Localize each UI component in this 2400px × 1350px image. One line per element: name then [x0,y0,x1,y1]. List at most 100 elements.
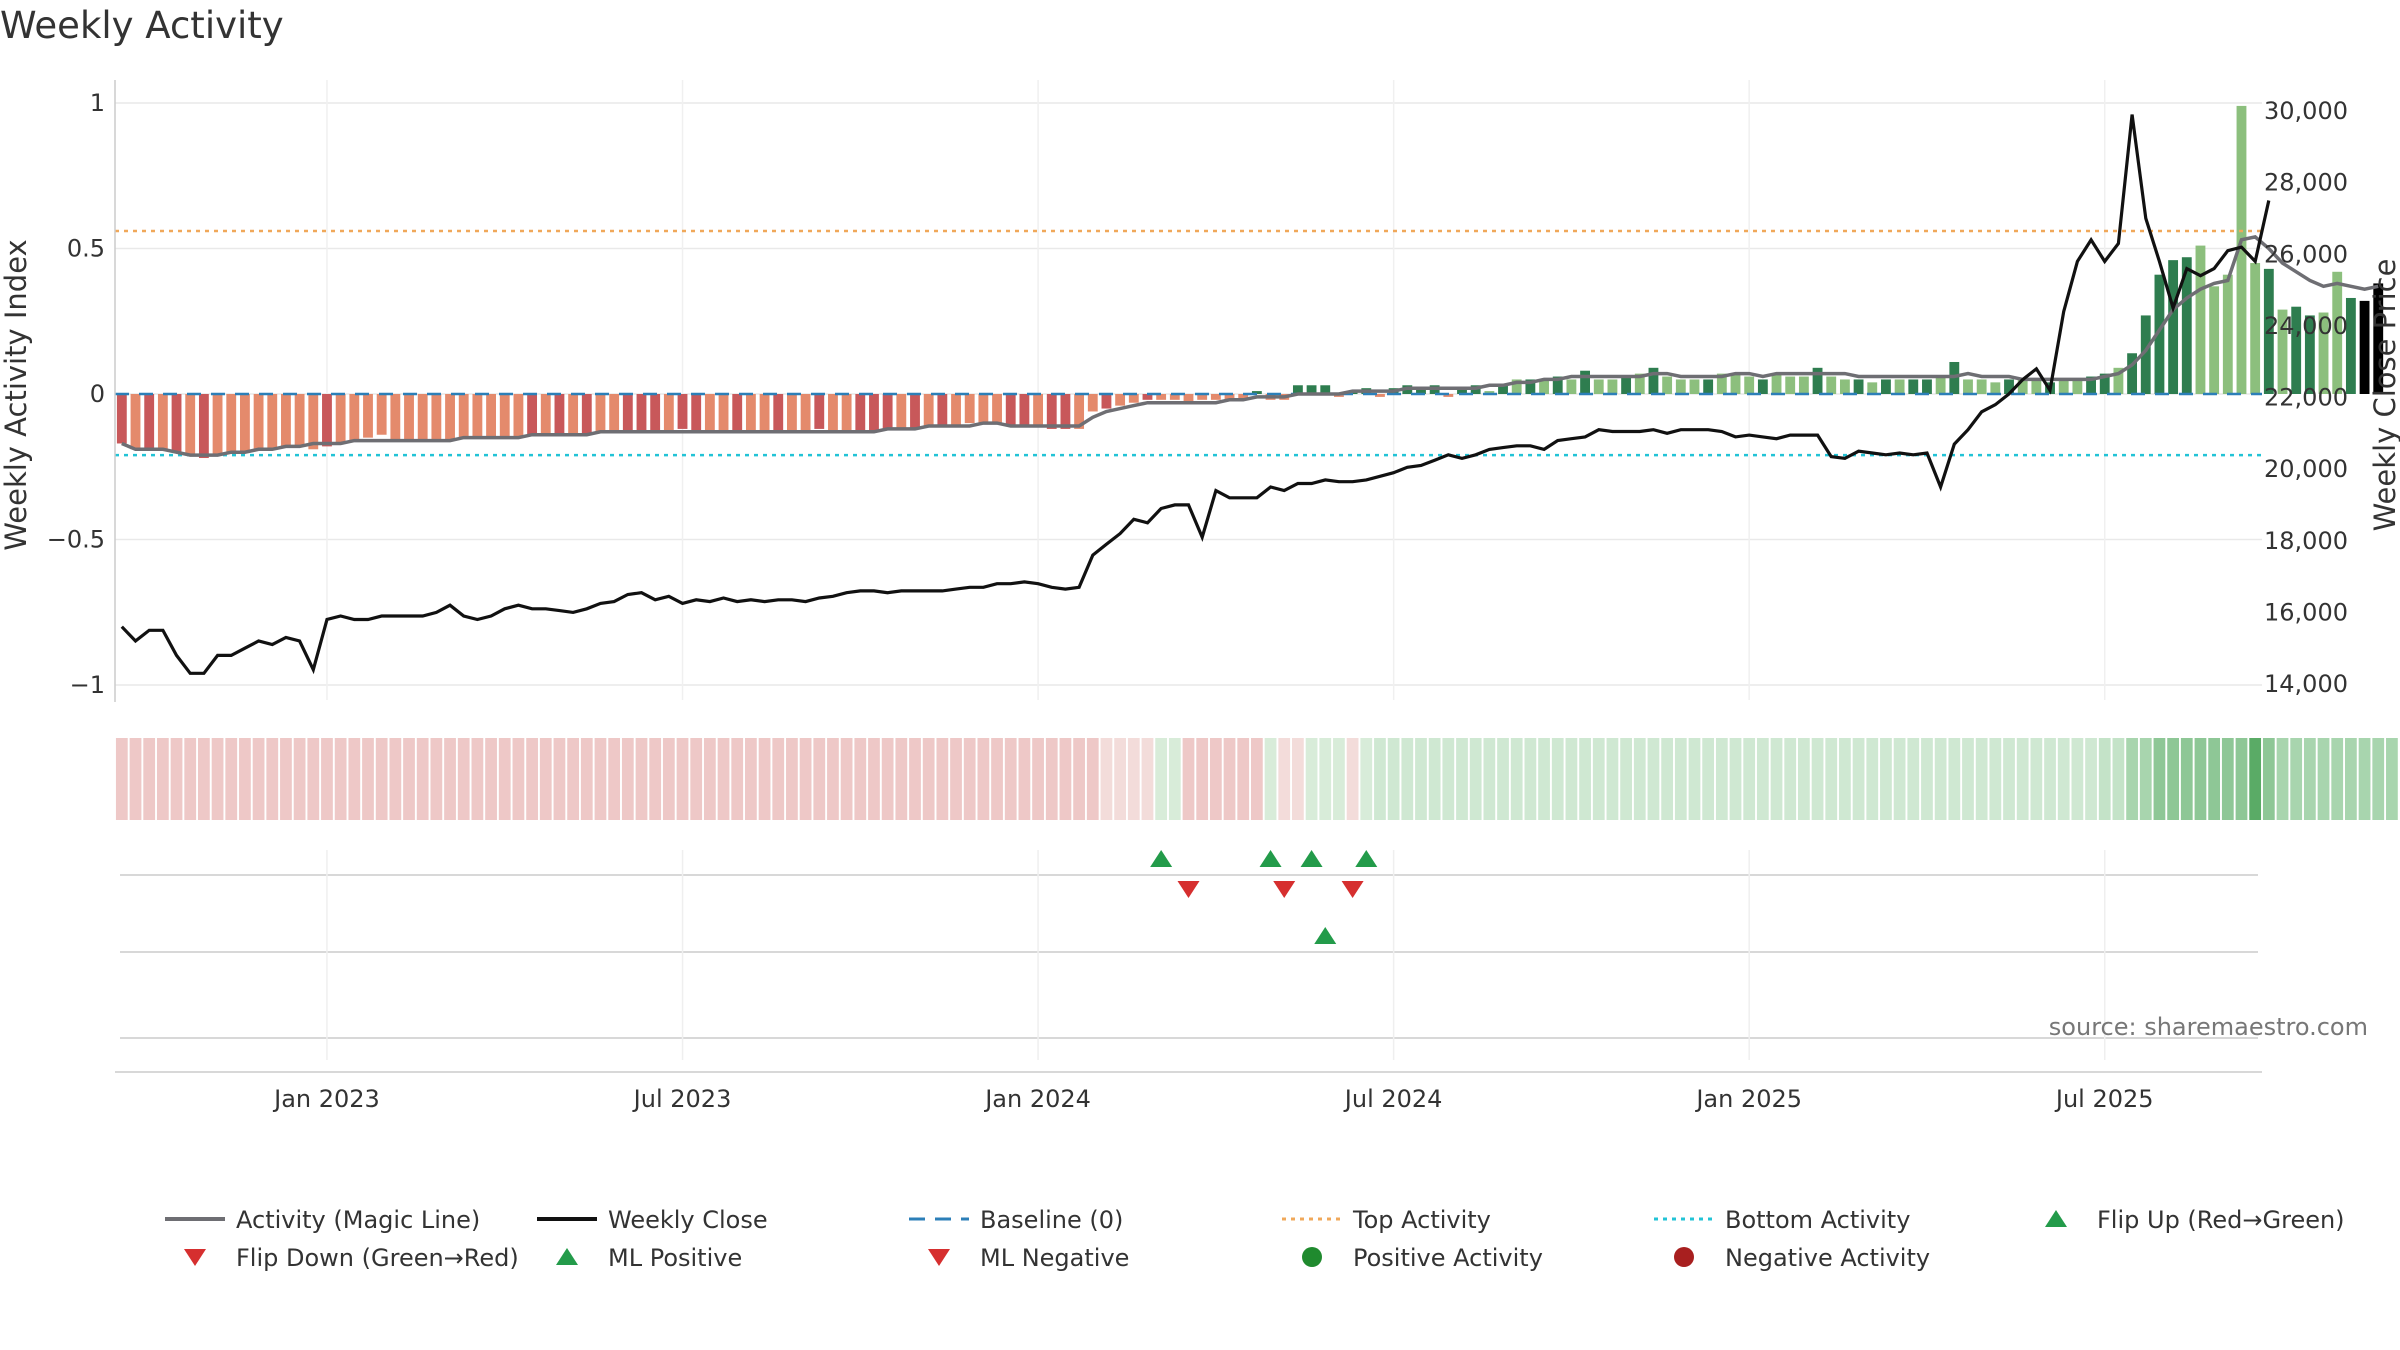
activity-bar [1292,385,1303,394]
activity-bar [1703,379,1714,394]
state-strip-cell [129,738,142,820]
state-strip-cell [2331,738,2344,820]
axes: 1 0.5 0 −0.5 −1 30,000 28,000 26,000 24,000 22,00… [47,80,2348,1113]
activity-bar [1744,376,1755,394]
activity-bar [281,394,291,447]
activity-bar [2004,379,2014,394]
state-strip-cell [1989,738,2002,820]
activity-bar [2195,245,2206,394]
activity-bar [622,394,633,432]
state-strip-cell [868,738,880,820]
activity-bar [663,394,674,432]
activity-bar [677,394,688,429]
state-strip-cell [280,738,292,820]
state-strip-cell [1606,738,1619,820]
state-strip-cell [854,738,867,820]
state-strip-cell [2003,738,2015,820]
activity-bar [2359,300,2370,394]
activity-bar [2345,297,2356,394]
activity-bar [1033,394,1043,427]
event-rows [120,850,2258,1266]
activity-bar [349,394,360,441]
activity-bar [2031,379,2042,394]
state-strip-cell [1934,738,1947,820]
state-strip-cell [1114,738,1127,820]
activity-bar [1238,394,1249,400]
state-strip-cell [1045,738,1058,820]
y-tick-label: −1 [70,671,105,699]
state-strip-cell [608,738,621,820]
state-strip-cell [2262,738,2275,820]
x-tick-label: Jan 2024 [983,1085,1091,1113]
flip-up-marker [1150,850,1173,867]
state-strip-cell [457,738,470,820]
state-strip-cell [2386,738,2398,820]
activity-bar [431,394,442,441]
activity-bar [745,394,756,432]
state-strip-cell [1346,738,1359,820]
y2-tick-label: 14,000 [2264,670,2348,698]
state-strip-cell [2345,738,2357,820]
state-strip-cell [1223,738,1236,820]
state-strip-cell [2180,738,2193,820]
state-strip-cell [690,738,703,820]
activity-bar [718,394,729,432]
state-strip-cell [1620,738,1632,820]
activity-bar [896,394,907,429]
state-strip-cell [362,738,374,820]
chart-title: Weekly Activity [0,4,284,47]
ml-positive-marker [1314,927,1337,944]
activity-bar [116,394,127,444]
state-strip-cell [1209,738,1222,820]
activity-bar [157,394,168,450]
state-strip-cell [1839,738,1851,820]
state-strip-cell [621,738,634,820]
activity-bar [1648,367,1659,394]
activity-bar [1539,379,1549,394]
activity-bar [923,394,934,427]
state-strip-cell [1893,738,1906,820]
state-strip-cell [813,738,826,820]
state-strip-cell [717,738,730,820]
activity-bar [828,394,838,432]
activity-bar [2263,268,2274,394]
state-strip-cell [963,738,976,820]
state-strip-cell [580,738,593,820]
state-strip-cell [2016,738,2029,820]
activity-bar [951,394,961,427]
state-strip-cell [2249,738,2262,820]
activity-bar [2332,271,2343,394]
activity-bar [1156,394,1167,400]
activity-bar [1074,394,1085,429]
state-strip-cell [1962,738,1974,820]
x-tick-label: Jul 2024 [1343,1085,1443,1113]
state-strip-cell [1264,738,1277,820]
y2-tick-label: 18,000 [2264,527,2348,555]
state-strip-cell [1401,738,1414,820]
state-strip-cell [1442,738,1455,820]
activity-bar [1005,394,1016,427]
activity-bar [1060,394,1071,429]
state-strip-cell [1073,738,1085,820]
state-strip-cell [444,738,456,820]
series-lines [120,114,2379,675]
state-strip-cell [772,738,785,820]
activity-bar [1251,391,1262,394]
activity-bar [1306,385,1317,394]
state-strip-cell [977,738,990,820]
activity-bar [2277,309,2288,394]
state-strip-cell [1333,738,1345,820]
state-strip-cell [526,738,538,820]
state-strip-cell [1784,738,1797,820]
state-strip-cell [2085,738,2097,820]
state-strip-cell [1825,738,1838,820]
state-strip-cell [1497,738,1509,820]
state-strip-cell [2235,738,2248,820]
y2-tick-label: 26,000 [2264,240,2348,268]
activity-bar [1826,376,1837,394]
legend-swatch [2045,1210,2067,1227]
activity-bar [786,394,797,432]
state-strip-cell [1387,738,1400,820]
x-tick-label: Jul 2023 [632,1085,732,1113]
state-strip-cell [2139,738,2152,820]
